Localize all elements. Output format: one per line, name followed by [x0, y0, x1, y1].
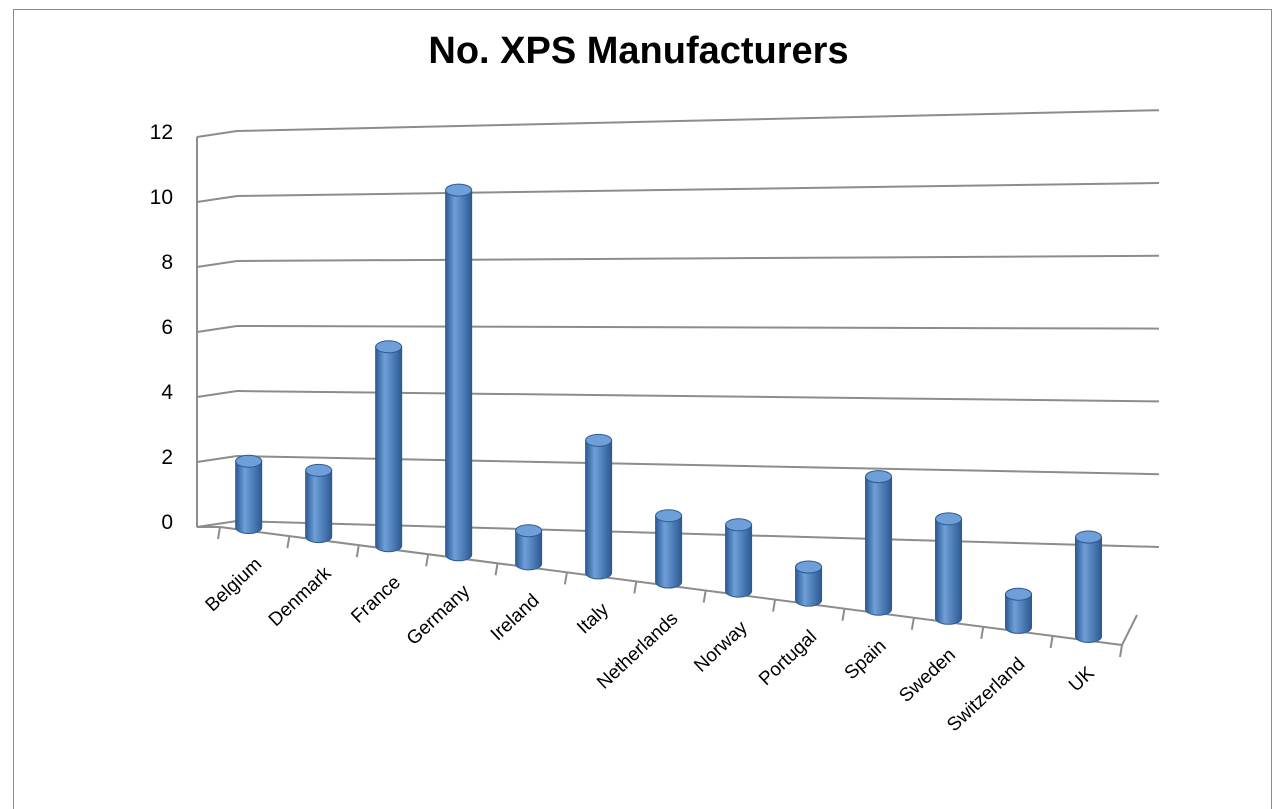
bar [865, 470, 893, 616]
side-gridline [196, 130, 238, 138]
bar-top [1005, 587, 1033, 601]
category-label: Denmark [265, 563, 336, 631]
gridline [236, 254, 1160, 262]
y-tick-label: 8 [161, 251, 173, 274]
bar-body [1075, 536, 1103, 643]
bar-body [725, 524, 753, 598]
bar [445, 183, 473, 562]
category-label: Netherlands [593, 608, 682, 693]
y-tick-label: 0 [161, 511, 173, 534]
y-tick-label: 12 [150, 121, 173, 144]
bar [375, 340, 403, 553]
bar [725, 518, 753, 598]
side-gridline [196, 390, 238, 398]
category-label: Switzerland [943, 654, 1029, 736]
x-tick [355, 544, 360, 558]
bar [935, 512, 963, 625]
side-gridline [196, 455, 238, 463]
category-label: Ireland [487, 590, 544, 645]
bar-top [725, 518, 753, 532]
x-tick [841, 608, 846, 621]
x-tick [980, 626, 985, 640]
bars [235, 183, 1103, 643]
side-gridline [196, 260, 238, 268]
y-tick-label: 10 [150, 186, 173, 209]
bar [235, 454, 263, 535]
category-label: Germany [403, 581, 475, 650]
gridline [236, 109, 1160, 132]
bar-body [305, 469, 333, 544]
gridlines [196, 109, 1160, 548]
category-label: Portugal [755, 626, 821, 690]
category-label: France [347, 572, 405, 628]
bar-body [235, 460, 263, 535]
bar-body [445, 189, 473, 562]
chart-frame [13, 9, 1272, 809]
x-tick [1119, 644, 1123, 658]
bar-top [445, 183, 473, 197]
bar [305, 463, 333, 544]
side-gridline [196, 325, 238, 333]
gridline [236, 182, 1160, 197]
bar-top [795, 560, 823, 574]
y-tick-label: 6 [161, 316, 173, 339]
bar-top [1075, 530, 1103, 544]
x-tick [494, 563, 499, 576]
bar-top [235, 454, 263, 468]
x-tick [425, 554, 430, 567]
bar-top [585, 433, 613, 447]
category-label: Belgium [202, 554, 267, 616]
category-label: Italy [573, 599, 613, 638]
bar [1005, 587, 1033, 634]
bar-body [1005, 593, 1033, 634]
x-tick [286, 535, 291, 549]
category-label: Sweden [895, 645, 960, 707]
side-gridline [196, 195, 238, 203]
y-tick-label: 2 [161, 446, 173, 469]
bar-top [655, 509, 683, 523]
category-label: UK [1065, 663, 1099, 697]
bar [795, 560, 823, 607]
bar [585, 433, 613, 580]
bar-top [305, 463, 333, 477]
x-tick [633, 581, 638, 594]
x-tick [1049, 635, 1054, 649]
bar-top [935, 512, 963, 526]
category-label: Spain [841, 636, 891, 685]
x-tick [563, 572, 568, 585]
bar-body [935, 518, 963, 625]
chart-title: No. XPS Manufacturers [428, 30, 849, 72]
bar-top [515, 524, 543, 538]
bar-top [375, 340, 403, 354]
bar-body [375, 346, 403, 553]
bar-body [795, 566, 823, 607]
bar-body [655, 515, 683, 589]
bar [1075, 530, 1103, 643]
x-tick [910, 617, 915, 630]
x-tick [702, 590, 707, 603]
bar-body [515, 530, 543, 571]
y-tick-label: 4 [161, 381, 173, 404]
bar-top [865, 470, 893, 484]
category-label: Norway [690, 617, 752, 677]
bar-body [865, 476, 893, 616]
bar-body [585, 439, 613, 580]
x-tick [772, 599, 777, 612]
bar [655, 509, 683, 589]
x-tick [217, 526, 221, 540]
bar [515, 524, 543, 571]
gridline [236, 325, 1160, 330]
